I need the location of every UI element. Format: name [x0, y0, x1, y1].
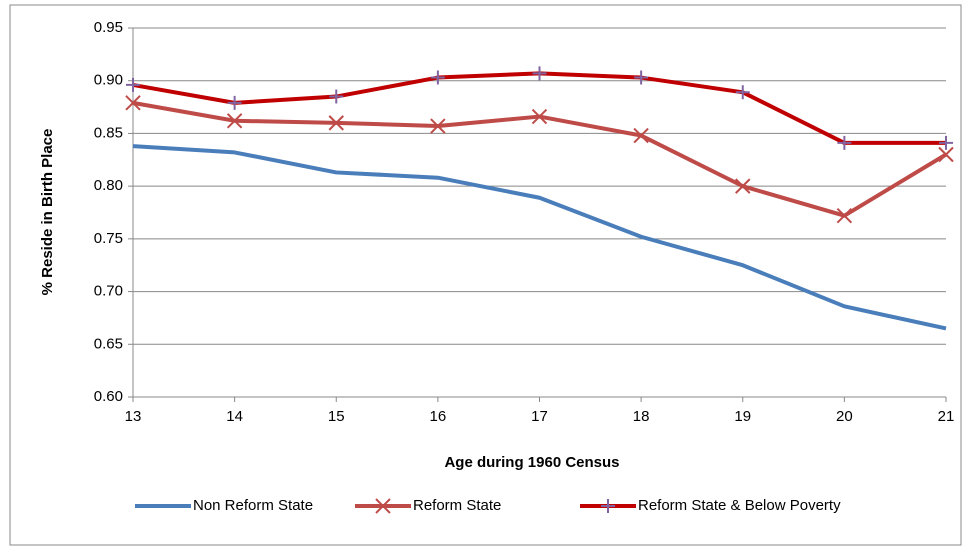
legend-label: Non Reform State	[193, 497, 313, 514]
point-marker	[328, 115, 344, 131]
y-axis-title: % Reside in Birth Place	[39, 129, 56, 296]
chart-border	[9, 4, 962, 546]
point-marker	[939, 135, 953, 150]
x-tick-label: 14	[226, 408, 243, 425]
point-marker	[125, 95, 141, 111]
y-tick-label: 0.65	[94, 335, 123, 352]
point-marker	[329, 89, 344, 104]
y-tick-label: 0.85	[94, 124, 123, 141]
point-marker	[837, 135, 852, 150]
y-tick-label: 0.80	[94, 177, 123, 194]
y-tick-label: 0.90	[94, 72, 123, 89]
point-marker	[938, 146, 954, 163]
line	[132, 144, 947, 331]
point-marker	[126, 77, 140, 92]
x-tick-label: 17	[531, 408, 548, 425]
point-marker	[634, 70, 649, 85]
point-marker	[227, 95, 242, 110]
x-tick-label: 15	[328, 408, 345, 425]
legend-label: Reform State & Below Poverty	[638, 497, 841, 514]
point-marker	[430, 118, 446, 134]
x-tick-label: 18	[633, 408, 650, 425]
point-marker	[531, 108, 548, 125]
point-marker	[633, 127, 649, 144]
point-marker	[226, 113, 243, 129]
x-tick-label: 21	[938, 408, 955, 425]
point-marker	[735, 85, 750, 100]
y-tick-label: 0.60	[94, 388, 123, 405]
x-tick-label: 16	[430, 408, 447, 425]
point-marker	[836, 207, 853, 224]
x-axis-title: Age during 1960 Census	[444, 454, 619, 471]
x-tick-label: 13	[125, 408, 142, 425]
y-tick-label: 0.70	[94, 283, 123, 300]
point-marker	[532, 66, 547, 81]
point-marker	[735, 178, 751, 194]
point-marker	[430, 70, 445, 85]
x-tick-label: 20	[836, 408, 853, 425]
y-tick-label: 0.75	[94, 230, 123, 247]
legend-marker	[375, 498, 391, 514]
legend-label: Reform State	[413, 497, 501, 514]
y-tick-label: 0.95	[94, 19, 123, 36]
x-tick-label: 19	[734, 408, 751, 425]
legend-marker	[601, 499, 615, 513]
